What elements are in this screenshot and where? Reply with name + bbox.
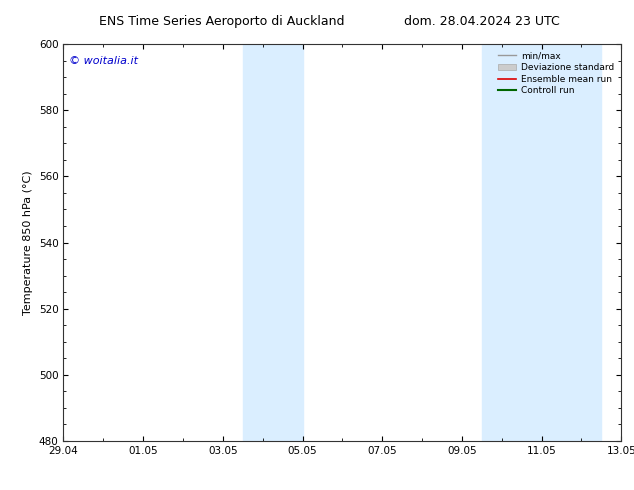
Text: dom. 28.04.2024 23 UTC: dom. 28.04.2024 23 UTC bbox=[404, 15, 560, 28]
Bar bbox=[243, 44, 302, 441]
Text: ENS Time Series Aeroporto di Auckland: ENS Time Series Aeroporto di Auckland bbox=[99, 15, 345, 28]
Y-axis label: Temperature 850 hPa (°C): Temperature 850 hPa (°C) bbox=[23, 170, 33, 315]
Text: © woitalia.it: © woitalia.it bbox=[69, 56, 138, 66]
Legend: min/max, Deviazione standard, Ensemble mean run, Controll run: min/max, Deviazione standard, Ensemble m… bbox=[496, 49, 617, 98]
Bar bbox=[482, 44, 602, 441]
